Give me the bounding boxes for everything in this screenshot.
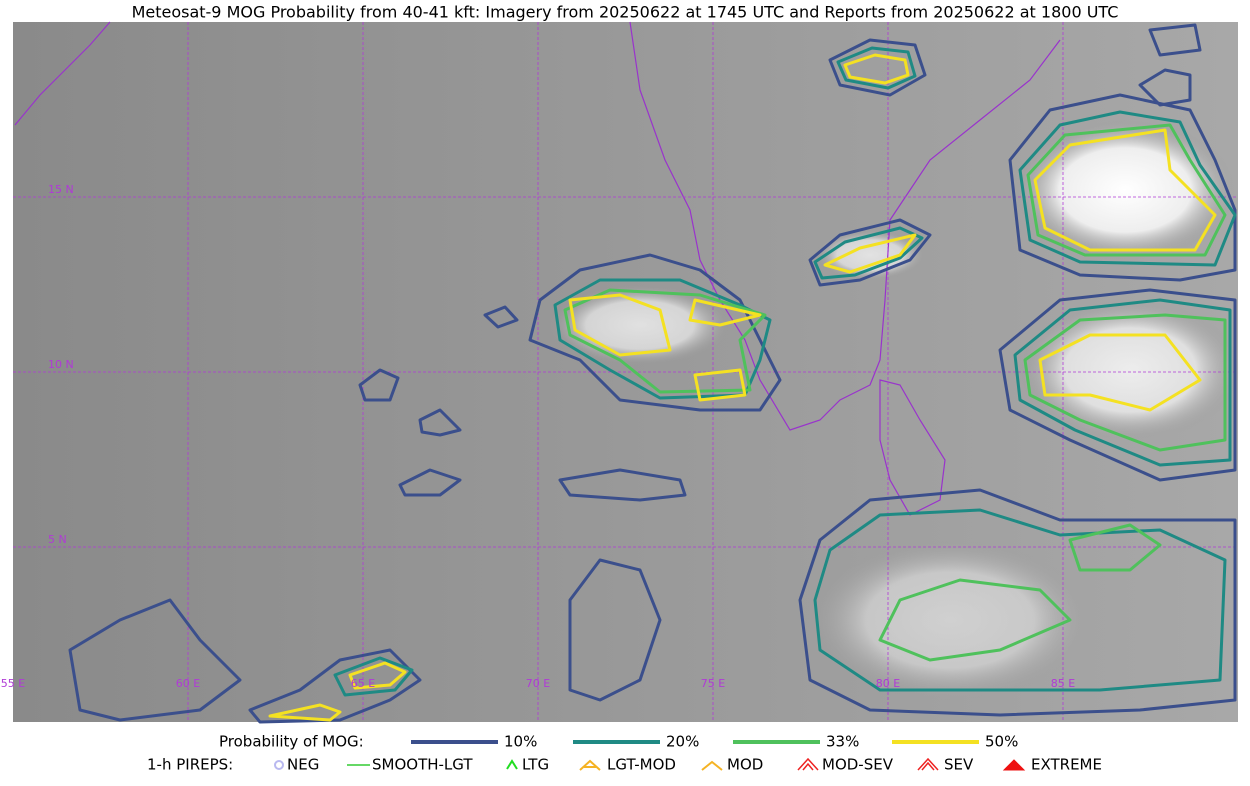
- cloud: [1015, 120, 1235, 260]
- lon-labels: 55 E 60 E 65 E 70 E 75 E 80 E 85 E: [1, 677, 1075, 690]
- pirep-icon: [1002, 759, 1026, 771]
- lat-labels: 15 N 10 N 5 N: [48, 183, 74, 546]
- legend: Probability of MOG: 1-h PIREPS: 10% 20% 33…: [147, 733, 1102, 774]
- lon-label: 60 E: [176, 677, 200, 690]
- lat-label: 5 N: [48, 533, 67, 546]
- legend-label: MOD-SEV: [822, 756, 894, 774]
- legend-label: 10%: [504, 733, 537, 751]
- lon-label: 55 E: [1, 677, 25, 690]
- lat-label: 10 N: [48, 358, 74, 371]
- legend-title: 1-h PIREPS:: [147, 756, 233, 774]
- legend-label: 50%: [985, 733, 1018, 751]
- title: Meteosat-9 MOG Probability from 40-41 kf…: [132, 3, 1119, 22]
- map: 15 N 10 N 5 N 55 E 60 E 65 E 70 E 75 E 8…: [1, 21, 1240, 724]
- pirep-icon: [506, 759, 518, 770]
- lon-label: 70 E: [526, 677, 550, 690]
- pirep-icon: [797, 757, 819, 771]
- legend-title: Probability of MOG:: [219, 733, 364, 751]
- lat-label: 15 N: [48, 183, 74, 196]
- cloud: [810, 540, 1090, 700]
- legend-label: NEG: [287, 756, 319, 774]
- lon-label: 80 E: [876, 677, 900, 690]
- cloud: [1020, 300, 1240, 440]
- pirep-icon: [917, 757, 939, 771]
- contours: [68, 23, 1237, 724]
- lon-label: 75 E: [701, 677, 725, 690]
- cloud: [550, 285, 730, 365]
- coastline: [14, 21, 1061, 516]
- pirep-icon: [579, 759, 601, 771]
- legend-label: LGT-MOD: [607, 756, 676, 774]
- legend-label: EXTREME: [1031, 756, 1102, 774]
- lon-label: 65 E: [351, 677, 375, 690]
- legend-label: LTG: [522, 756, 549, 774]
- legend-label: SEV: [944, 756, 974, 774]
- legend-label: SMOOTH-LGT: [372, 756, 473, 774]
- legend-label: MOD: [727, 756, 763, 774]
- pirep-icon: [274, 760, 284, 770]
- pirep-icon: [701, 760, 723, 771]
- legend-label: 33%: [826, 733, 859, 751]
- lon-label: 85 E: [1051, 677, 1075, 690]
- legend-label: 20%: [666, 733, 699, 751]
